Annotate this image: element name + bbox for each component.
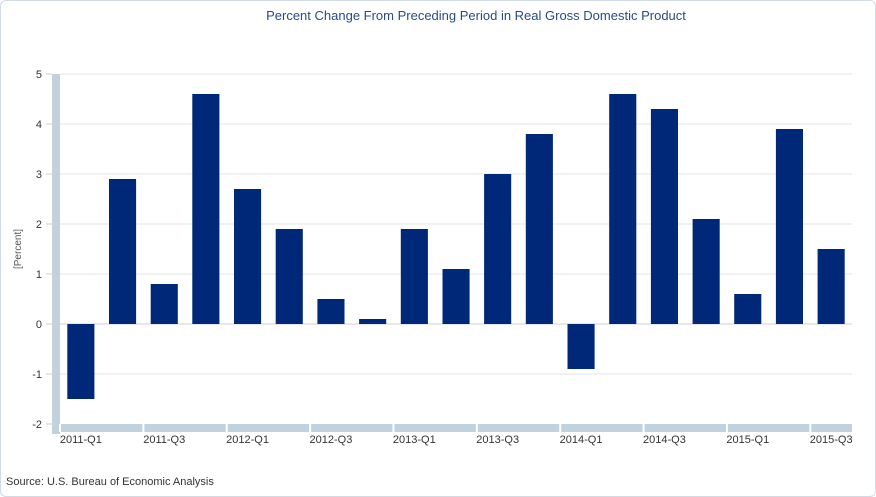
x-tick-label: 2012-Q1	[226, 434, 269, 446]
bar-2013-q4	[525, 134, 553, 324]
y-tick-label: 5	[36, 69, 42, 81]
y-axis-line	[52, 74, 60, 434]
y-tick-label: -1	[32, 369, 42, 381]
bar-2012-q3	[317, 299, 345, 324]
y-axis-label: [Percent]	[13, 229, 24, 269]
y-tick-label: 0	[36, 319, 42, 331]
bar-2011-q1	[67, 324, 95, 399]
y-tick-label: 4	[36, 119, 42, 131]
bar-2013-q2	[442, 269, 470, 324]
x-tick-label: 2011-Q3	[143, 434, 185, 446]
bar-2011-q4	[192, 94, 220, 324]
bar-2014-q1	[567, 324, 595, 369]
bar-2013-q3	[484, 174, 512, 324]
y-tick-label: 2	[36, 219, 42, 231]
y-tick-label: -2	[32, 419, 42, 431]
bar-2012-q1	[234, 189, 262, 324]
bar-2011-q2	[109, 179, 137, 324]
y-tick-label: 3	[36, 169, 42, 181]
source-note: Source: U.S. Bureau of Economic Analysis	[6, 476, 214, 488]
x-tick-label: 2013-Q1	[393, 434, 436, 446]
bar-2014-q3	[650, 109, 678, 324]
axes: -2 -1 0 1 2 3 4 5 2011-Q1 2011-Q3 2012-Q1 2012-Q3 20…	[32, 69, 852, 446]
x-tick-label: 2014-Q1	[560, 434, 603, 446]
bar-2015-q3	[817, 249, 845, 324]
y-tick-label: 1	[36, 269, 42, 281]
x-tick-label: 2014-Q3	[643, 434, 686, 446]
x-tick-label: 2012-Q3	[310, 434, 353, 446]
bar-2014-q4	[692, 219, 720, 324]
bars	[67, 94, 845, 399]
x-tick-label: 2015-Q1	[726, 434, 769, 446]
gridlines	[60, 73, 852, 375]
bar-2013-q1	[400, 229, 428, 324]
bar-2015-q1	[734, 294, 762, 324]
chart-title: Percent Change From Preceding Period in …	[266, 8, 686, 23]
x-axis-line	[52, 424, 852, 432]
bar-2012-q2	[275, 229, 303, 324]
bar-2012-q4	[359, 319, 387, 324]
bar-2011-q3	[150, 284, 178, 324]
x-tick-label: 2015-Q3	[810, 434, 853, 446]
x-tick-label: 2013-Q3	[476, 434, 519, 446]
x-tick-label: 2011-Q1	[60, 434, 102, 446]
bar-2014-q2	[609, 94, 637, 324]
bar-2015-q2	[775, 129, 803, 324]
